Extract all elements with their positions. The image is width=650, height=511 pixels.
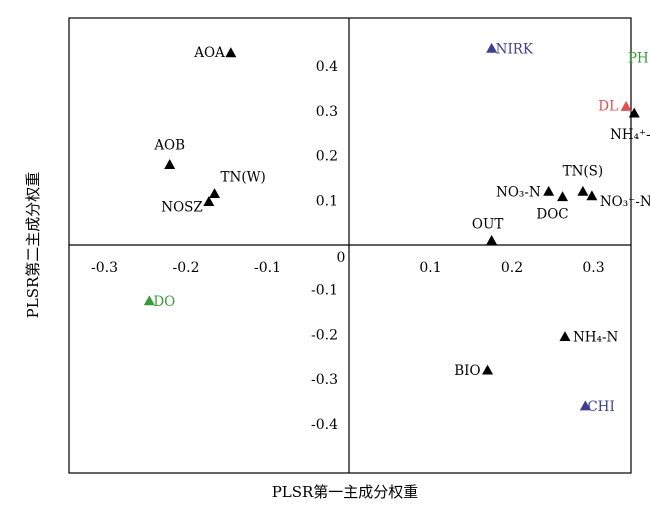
data-point: PH	[628, 50, 649, 66]
point-label: NOSZ	[161, 200, 203, 216]
y-tick-label: -0.4	[311, 417, 338, 433]
data-point: NIRK	[486, 41, 534, 57]
triangle-marker	[559, 331, 571, 342]
triangle-marker	[143, 295, 155, 306]
triangle-marker	[209, 188, 221, 198]
data-point: BIO	[454, 363, 494, 379]
triangle-marker	[577, 185, 589, 196]
y-tick-label: -0.3	[311, 372, 338, 388]
x-tick-label: -0.2	[173, 260, 200, 276]
data-point: NH₄-N	[559, 330, 619, 346]
triangle-marker	[586, 190, 598, 201]
data-point: CHI	[579, 399, 615, 415]
origin-label: 0	[337, 250, 346, 266]
data-point: DOC	[536, 191, 569, 223]
data-point: DO	[143, 294, 175, 310]
triangle-marker	[579, 400, 591, 411]
triangle-marker	[164, 159, 176, 169]
point-label: BIO	[454, 363, 480, 379]
point-label: OUT	[472, 217, 503, 233]
triangle-marker	[225, 47, 237, 58]
data-point: NO₃⁻-N	[586, 190, 650, 210]
x-axis-title: PLSR第一主成分权重	[272, 483, 419, 501]
point-label: TN(W)	[221, 170, 266, 186]
point-label: NO₃-N	[496, 184, 541, 200]
data-point: NH₄⁺-N	[610, 107, 650, 143]
data-point: OUT	[472, 217, 503, 245]
triangle-marker	[486, 235, 498, 245]
x-tick-labels: -0.3 -0.2 -0.1 0.1 0.2 0.3	[91, 260, 605, 276]
y-tick-label: 0.4	[316, 59, 338, 75]
triangle-marker	[482, 364, 494, 375]
data-point: NO₃-N	[496, 184, 555, 200]
triangle-marker	[203, 196, 215, 207]
y-tick-label: 0.3	[316, 104, 338, 120]
point-label: PH	[628, 50, 649, 66]
x-tick-label: -0.3	[91, 260, 118, 276]
triangle-marker	[557, 191, 569, 202]
point-label: NH₄⁺-N	[610, 127, 650, 143]
data-point: DL	[598, 98, 632, 114]
x-tick-label: 0.2	[501, 260, 523, 276]
data-point: AOA	[193, 45, 237, 61]
y-tick-label: 0.1	[316, 193, 338, 209]
triangle-marker	[628, 107, 640, 118]
triangle-marker	[543, 185, 555, 196]
y-tick-label: -0.1	[311, 283, 338, 299]
data-points: AOA AOB TN(W) NOSZ DO NIRK PH DL NH₄⁺-N TN(S) NO₃-…	[143, 41, 650, 415]
point-label: AOB	[153, 138, 185, 154]
data-point: TN(S)	[563, 163, 604, 196]
x-tick-label: 0.3	[582, 260, 604, 276]
x-tick-label: -0.1	[254, 260, 281, 276]
point-label: DO	[153, 294, 175, 310]
x-tick-label: 0.1	[419, 260, 441, 276]
data-point: NOSZ	[161, 196, 215, 216]
point-label: AOA	[193, 45, 225, 61]
point-label: NH₄-N	[573, 330, 619, 346]
data-point: TN(W)	[209, 170, 266, 198]
point-label: DL	[598, 98, 618, 114]
y-tick-label: 0.2	[316, 149, 338, 165]
point-label: NIRK	[496, 41, 534, 57]
triangle-marker	[486, 42, 498, 53]
point-label: DOC	[536, 207, 568, 223]
point-label: TN(S)	[563, 163, 604, 179]
y-axis-title: PLSR第二主成分权重	[24, 172, 42, 319]
triangle-marker	[620, 100, 632, 111]
y-tick-label: -0.2	[311, 327, 338, 343]
point-label: CHI	[587, 399, 614, 415]
y-tick-labels: 0.4 0.3 0.2 0.1 -0.1 -0.2 -0.3 -0.4	[311, 59, 338, 433]
data-point: AOB	[153, 138, 185, 169]
point-label: NO₃⁻-N	[600, 194, 650, 210]
